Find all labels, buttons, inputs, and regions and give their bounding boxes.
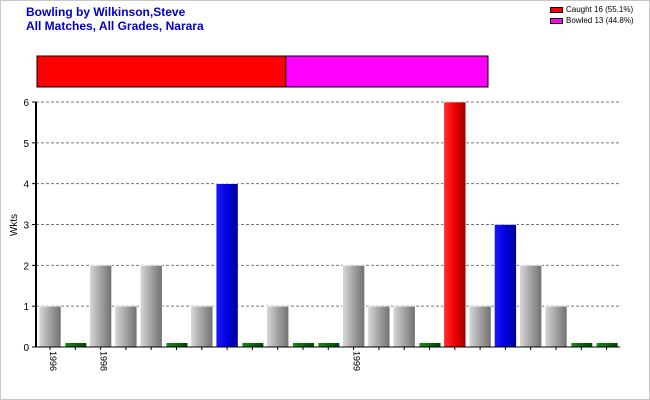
y-tick-label: 0 [23, 343, 29, 354]
bar [419, 343, 441, 347]
bar [367, 305, 391, 348]
bar [494, 224, 517, 348]
bar [318, 343, 340, 347]
y-tick-label: 1 [23, 302, 29, 313]
bar [392, 305, 416, 348]
y-tick-label: 2 [23, 261, 29, 272]
bar [443, 101, 467, 348]
y-tick-label: 4 [23, 180, 29, 191]
bar [114, 305, 138, 348]
summary-bar [36, 55, 489, 88]
bar [65, 343, 87, 347]
x-tick-labels: 1996 1998 1999 [48, 347, 608, 371]
y-tick-label: 5 [23, 139, 29, 150]
y-tick-label: 6 [23, 98, 29, 109]
bar [242, 343, 264, 347]
bar [293, 343, 314, 347]
legend-item-bowled: Bowled 13 (44.8%) [550, 15, 634, 26]
summary-segment-bowled [285, 55, 489, 88]
x-tick-label: 1999 [352, 351, 362, 371]
bar [166, 343, 188, 347]
legend-label-caught: Caught 16 (55.1%) [566, 5, 634, 14]
legend-item-caught: Caught 16 (55.1%) [550, 4, 634, 15]
bar [215, 183, 239, 348]
bar [544, 305, 568, 348]
bar [139, 265, 163, 348]
bar [468, 305, 492, 348]
summary-segment-caught [36, 55, 287, 88]
bar [571, 343, 593, 347]
legend-swatch-caught [550, 6, 563, 13]
y-tick-label: 3 [23, 221, 29, 232]
bar [38, 305, 62, 348]
legend-label-bowled: Bowled 13 (44.8%) [566, 16, 634, 25]
x-tick-label: 1996 [48, 351, 58, 371]
bars [38, 101, 618, 348]
bar [519, 265, 543, 348]
bar [190, 305, 214, 348]
chart-subtitle: All Matches, All Grades, Narara [26, 19, 204, 33]
y-axis-label: Wkts [9, 214, 20, 236]
bar [266, 305, 290, 348]
bar [89, 265, 112, 348]
bar [596, 343, 618, 347]
bar [342, 265, 365, 348]
chart-title: Bowling by Wilkinson,Steve [26, 5, 186, 19]
y-tick-labels: 0 1 2 3 4 5 6 [23, 98, 36, 354]
x-tick-label: 1998 [99, 351, 109, 371]
legend: Caught 16 (55.1%) Bowled 13 (44.8%) [550, 4, 634, 26]
legend-swatch-bowled [550, 17, 563, 24]
